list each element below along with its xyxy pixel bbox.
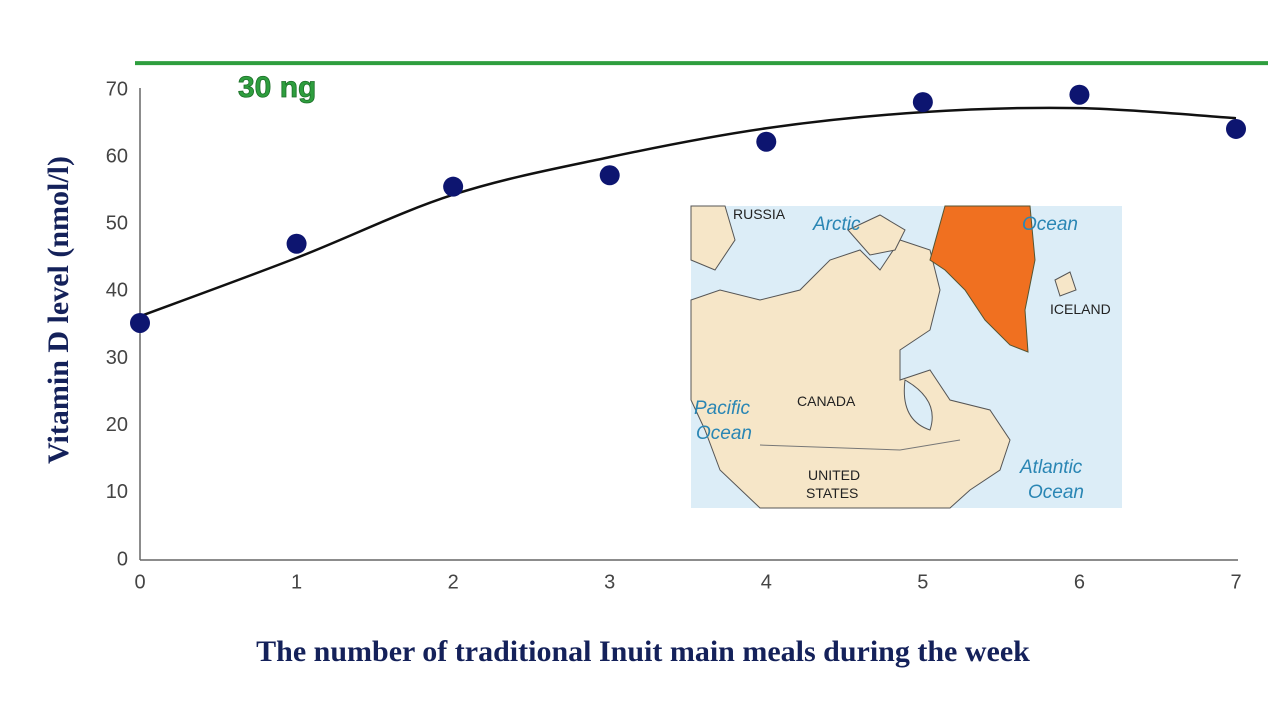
- map-label: UNITED: [808, 467, 860, 483]
- y-axis-title: Vitamin D level (nmol/l): [42, 156, 75, 464]
- x-axis-title: The number of traditional Inuit main mea…: [256, 635, 1030, 668]
- map-label: Atlantic: [1019, 457, 1083, 478]
- y-tick-label: 20: [106, 414, 128, 436]
- map-label: CANADA: [797, 393, 856, 409]
- x-tick-label: 5: [917, 571, 928, 593]
- map-label: Ocean: [1028, 482, 1084, 503]
- map-label: STATES: [806, 485, 858, 501]
- data-point: [912, 92, 933, 113]
- y-tick-label: 50: [106, 213, 128, 235]
- x-tick-label: 1: [291, 571, 302, 593]
- fit-line: [139, 106, 1237, 318]
- data-point: [130, 312, 150, 333]
- y-tick-label: 70: [106, 78, 128, 100]
- data-point: [599, 165, 620, 186]
- x-tick-label: 2: [448, 571, 459, 593]
- data-point: [443, 176, 464, 197]
- map-inset: [690, 205, 1122, 509]
- y-tick-label: 40: [106, 280, 128, 302]
- reference-label: 30 ng: [238, 71, 316, 104]
- y-tick-label: 0: [117, 548, 128, 570]
- map-label: Pacific: [694, 398, 750, 419]
- x-tick-label: 4: [761, 571, 772, 593]
- x-tick-label: 3: [604, 571, 615, 593]
- y-tick-label: 60: [106, 145, 128, 167]
- y-tick-label: 10: [106, 481, 128, 503]
- map-label: Ocean: [1022, 214, 1078, 235]
- map-label: Arctic: [812, 214, 861, 235]
- x-tick-label: 7: [1230, 571, 1241, 593]
- data-point: [756, 131, 777, 152]
- data-point: [1069, 84, 1090, 105]
- x-tick-label: 0: [134, 571, 145, 593]
- map-label: Ocean: [696, 423, 752, 444]
- x-tick-label: 6: [1074, 571, 1085, 593]
- y-tick-label: 30: [106, 347, 128, 369]
- map-label: RUSSIA: [733, 206, 786, 222]
- map-label: ICELAND: [1050, 301, 1111, 317]
- data-point: [1226, 118, 1246, 139]
- data-point: [286, 233, 307, 254]
